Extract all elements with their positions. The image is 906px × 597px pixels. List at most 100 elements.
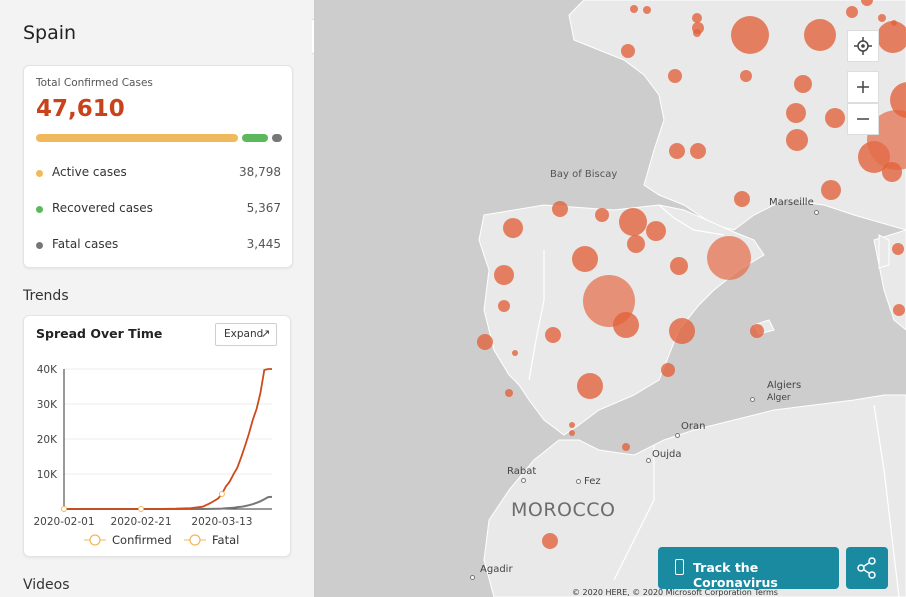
map[interactable]: Bay of Biscay Marseille Algiers Alger Or… (314, 0, 906, 597)
case-circle[interactable] (572, 246, 598, 272)
map-label-marseille: Marseille (769, 197, 814, 208)
series-line-fatal (64, 495, 273, 510)
case-circle[interactable] (731, 16, 769, 54)
case-circle[interactable] (821, 180, 841, 200)
active-cases-bar (36, 134, 238, 142)
recovered-cases-bar (242, 134, 268, 142)
case-circle[interactable] (643, 6, 651, 14)
share-button[interactable] (846, 547, 888, 589)
track-coronavirus-label: Track the Coronavirus (693, 560, 778, 590)
case-circle[interactable] (595, 208, 609, 222)
case-circle[interactable] (669, 143, 685, 159)
x-tick-label: 2020-02-01 (33, 516, 94, 528)
case-circle[interactable] (661, 363, 675, 377)
trends-heading: Trends (23, 288, 69, 304)
case-circle[interactable] (621, 44, 635, 58)
case-circle[interactable] (861, 0, 873, 6)
case-circle[interactable] (613, 312, 639, 338)
case-circle[interactable] (786, 129, 808, 151)
case-circle[interactable] (569, 430, 575, 436)
zoom-in-icon (857, 81, 869, 93)
case-circle[interactable] (692, 22, 704, 34)
case-circle[interactable] (503, 218, 523, 238)
active-dot-icon (36, 170, 43, 177)
case-circle[interactable] (494, 265, 514, 285)
case-circle[interactable] (669, 318, 695, 344)
country-title: Spain (23, 22, 77, 44)
city-dot-marseille (814, 210, 819, 215)
map-copyright: © 2020 HERE, © 2020 Microsoft Corporatio… (572, 588, 778, 597)
fatal-cases-value: 3,445 (246, 237, 281, 251)
legend-label: Confirmed (112, 533, 172, 547)
map-label-oran: Oran (681, 421, 706, 432)
case-circle[interactable] (734, 191, 750, 207)
recovered-cases-row: Recovered cases 5,367 (36, 201, 281, 219)
legend-marker (189, 534, 201, 546)
spread-over-time-card: Spread Over Time Expand ↗ 10K 20K 30K 40K 20… (23, 315, 291, 557)
case-circle[interactable] (794, 75, 812, 93)
case-circle[interactable] (670, 257, 688, 275)
case-circle[interactable] (542, 533, 558, 549)
zoom-in-button[interactable] (847, 71, 879, 103)
case-circle[interactable] (892, 243, 904, 255)
case-circle[interactable] (569, 422, 575, 428)
expand-button[interactable]: Expand ↗ (215, 323, 277, 346)
city-dot-oran (675, 433, 680, 438)
sidebar: Spain Total Confirmed Cases 47,610 Activ… (0, 0, 314, 597)
case-circle[interactable] (846, 6, 858, 18)
map-label-algiers: Algiers (767, 380, 802, 391)
data-point-marker (218, 490, 225, 497)
case-circle[interactable] (577, 373, 603, 399)
case-circle[interactable] (619, 208, 647, 236)
recovered-cases-label: Recovered cases (52, 201, 153, 215)
map-label-alger: Alger (767, 393, 791, 403)
case-circle[interactable] (804, 19, 836, 51)
fatal-dot-icon (36, 242, 43, 249)
case-circle[interactable] (646, 221, 666, 241)
data-point-marker (61, 505, 67, 512)
y-tick-label: 30K (37, 399, 58, 411)
data-point-marker (138, 505, 145, 512)
case-circle[interactable] (552, 201, 568, 217)
case-circle[interactable] (750, 324, 764, 338)
map-label-agadir: Agadir (480, 564, 513, 575)
legend-label: Fatal (212, 533, 239, 547)
case-circle[interactable] (690, 143, 706, 159)
case-circle[interactable] (878, 14, 886, 22)
active-cases-row: Active cases 38,798 (36, 165, 281, 183)
track-coronavirus-button[interactable]: Track the Coronavirus (658, 547, 839, 590)
case-circle[interactable] (692, 13, 702, 23)
case-circle[interactable] (877, 21, 906, 53)
case-circle[interactable] (707, 236, 751, 280)
locate-icon (854, 37, 872, 55)
case-circle[interactable] (825, 108, 845, 128)
case-circle[interactable] (545, 327, 561, 343)
case-circle[interactable] (786, 103, 806, 123)
case-circle[interactable] (891, 20, 897, 26)
fatal-cases-bar (272, 134, 282, 142)
case-circle[interactable] (627, 235, 645, 253)
map-label-oujda: Oujda (652, 449, 682, 460)
case-circle[interactable] (477, 334, 493, 350)
case-circle[interactable] (740, 70, 752, 82)
case-circle[interactable] (890, 82, 906, 118)
x-tick-label: 2020-03-13 (191, 516, 252, 528)
series-line-confirmed (64, 368, 272, 510)
case-circle[interactable] (622, 443, 630, 451)
videos-heading: Videos (23, 577, 70, 593)
zoom-out-button[interactable] (847, 103, 879, 135)
case-circle[interactable] (630, 5, 638, 13)
total-confirmed-value: 47,610 (36, 96, 125, 122)
spread-chart: 10K 20K 30K 40K 2020-02-01 2020-02-21 2020-03-… (33, 364, 273, 547)
case-circle[interactable] (512, 350, 518, 356)
case-circle[interactable] (505, 389, 513, 397)
expand-label: Expand (224, 328, 264, 340)
locate-button[interactable] (847, 30, 879, 62)
phone-icon (675, 559, 684, 575)
y-tick-label: 10K (37, 469, 58, 481)
case-circle[interactable] (498, 300, 510, 312)
case-circle[interactable] (882, 162, 902, 182)
case-circle[interactable] (893, 304, 905, 316)
recovered-cases-value: 5,367 (246, 201, 281, 215)
case-circle[interactable] (668, 69, 682, 83)
